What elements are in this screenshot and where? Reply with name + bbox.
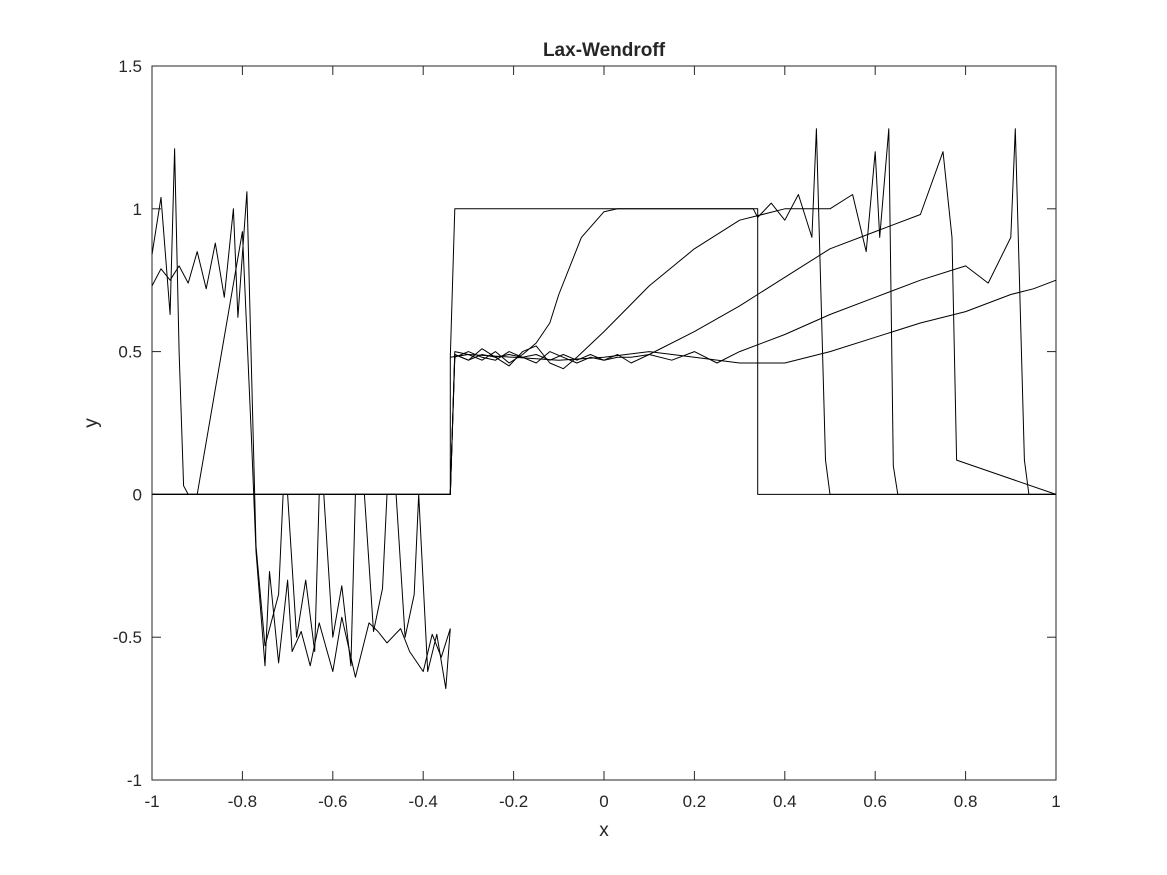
series-line-6 — [450, 279, 1057, 364]
series-line-1 — [152, 208, 1056, 495]
series-layer — [151, 128, 1057, 690]
y-tick-label: 0.5 — [118, 343, 142, 362]
series-line-8 — [151, 191, 451, 690]
chart-title: Lax-Wendroff — [543, 40, 666, 61]
series-line-5 — [152, 128, 1056, 495]
x-tick-label: 0.6 — [863, 792, 887, 811]
y-tick-label: 0 — [133, 485, 142, 504]
y-tick-label: -0.5 — [113, 628, 142, 647]
y-axis: -1 -0.5 0 0.5 1 1.5 — [113, 57, 1056, 790]
x-tick-label: 0 — [599, 792, 608, 811]
x-tick-label: 0.2 — [683, 792, 707, 811]
plot-area — [151, 65, 1057, 781]
y-tick-label: -1 — [127, 771, 142, 790]
y-axis-label: y — [81, 418, 102, 428]
x-axis: -1 -0.8 -0.6 -0.4 -0.2 0 0.2 0.4 0.6 0.8 1 — [144, 66, 1061, 811]
x-tick-label: -0.4 — [409, 792, 438, 811]
series-line-2 — [152, 128, 1056, 495]
y-tick-label: 1.5 — [118, 57, 142, 76]
x-axis-label: x — [599, 820, 609, 841]
x-tick-label: -0.2 — [499, 792, 528, 811]
series-line-3 — [152, 128, 1056, 495]
x-tick-label: -1 — [144, 792, 159, 811]
x-tick-label: 1 — [1051, 792, 1060, 811]
x-tick-label: 0.4 — [773, 792, 797, 811]
series-line-7 — [151, 148, 451, 678]
x-tick-label: 0.8 — [954, 792, 978, 811]
y-tick-label: 1 — [133, 200, 142, 219]
x-tick-label: -0.6 — [318, 792, 347, 811]
x-tick-label: -0.8 — [228, 792, 257, 811]
